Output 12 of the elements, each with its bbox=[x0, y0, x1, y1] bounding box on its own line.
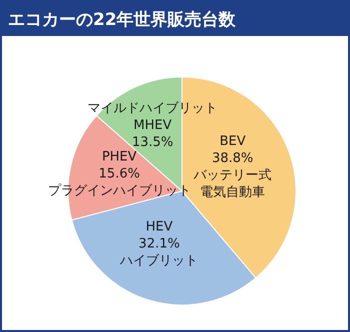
slice-label: MHEV bbox=[134, 118, 172, 133]
data-label: 15.6% bbox=[98, 166, 140, 182]
text: ハイブリット bbox=[119, 254, 198, 269]
text: バッテリー式電気自動車 bbox=[192, 168, 272, 200]
slice-label: PHEV bbox=[102, 149, 137, 164]
text: プラグインハイブリット bbox=[48, 183, 191, 198]
slice-label: BEV bbox=[220, 134, 246, 150]
data-label: 32.1% bbox=[138, 236, 180, 252]
data-label: 13.5% bbox=[132, 134, 174, 150]
chart-title: エコカーの22年世界販売台数 bbox=[2, 2, 348, 36]
slice-label: HEV bbox=[146, 220, 173, 235]
data-label: 38.8% bbox=[212, 151, 254, 166]
